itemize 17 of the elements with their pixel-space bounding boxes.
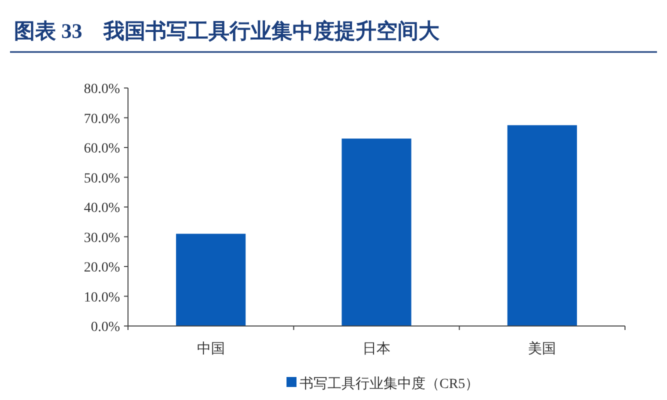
x-tick-label: 中国 (196, 341, 225, 357)
bar (507, 125, 577, 326)
y-tick-label: 40.0% (84, 201, 120, 216)
y-tick-label: 50.0% (84, 171, 120, 186)
y-tick-label: 20.0% (84, 260, 120, 276)
y-tick-label: 10.0% (84, 290, 120, 306)
bar (342, 138, 412, 326)
y-tick-label: 70.0% (84, 112, 120, 127)
bar (176, 234, 246, 326)
x-tick-label: 美国 (528, 341, 556, 357)
y-tick-label: 30.0% (84, 230, 120, 246)
y-tick-label: 0.0% (90, 320, 120, 335)
legend-label: 书写工具行业集中度（CR5） (300, 376, 480, 392)
y-tick-label: 80.0% (84, 82, 120, 97)
chart-title: 图表 33 我国书写工具行业集中度提升空间大 (14, 19, 440, 43)
x-tick-label: 日本 (362, 341, 390, 357)
y-tick-label: 60.0% (84, 142, 120, 156)
